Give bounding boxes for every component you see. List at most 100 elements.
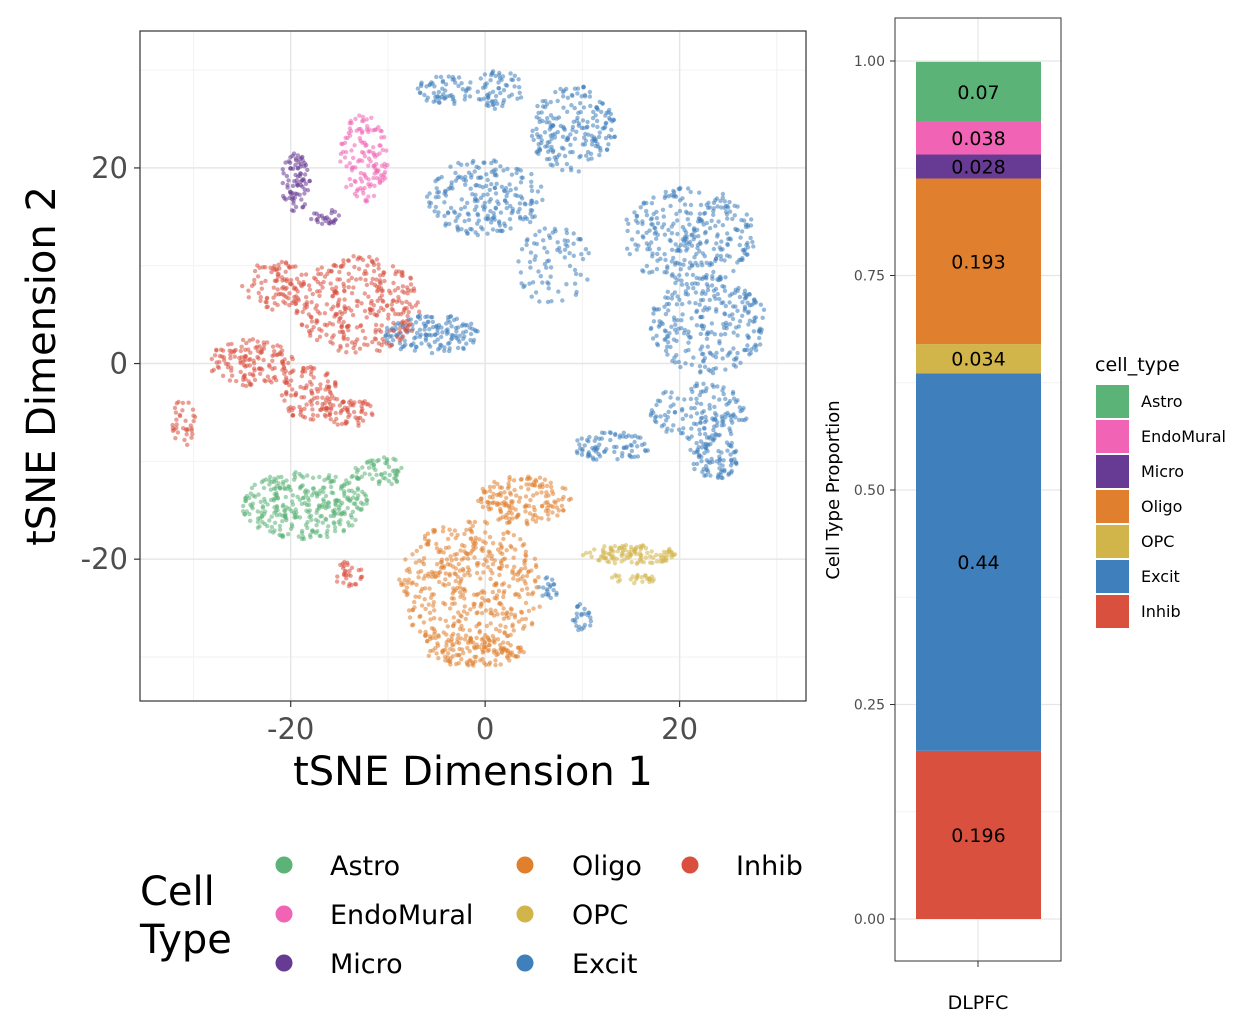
point-excit [464,87,469,93]
point-inhib [358,324,363,329]
point-excit [597,442,602,447]
point-inhib [337,403,342,408]
point-excit [578,109,583,115]
point-excit [671,402,676,407]
point-inhib [283,269,288,274]
point-astro [307,532,313,538]
point-excit [586,439,591,444]
point-excit [721,391,726,397]
point-excit [743,295,748,300]
point-astro [350,473,355,479]
point-excit [722,311,727,316]
point-inhib [311,375,316,380]
point-excit [564,230,570,236]
point-excit [739,229,745,234]
point-micro [288,155,293,160]
point-excit [486,95,491,101]
point-excit [712,436,717,441]
point-inhib [417,309,422,314]
point-excit [686,285,691,290]
point-oligo [432,608,437,613]
point-oligo [531,505,536,510]
point-oligo [475,563,480,568]
point-excit [435,331,440,336]
point-excit [564,282,569,287]
point-oligo [524,520,529,526]
point-excit [715,475,721,480]
point-excit [531,241,537,246]
point-astro [256,492,261,497]
point-inhib [270,358,275,363]
point-excit [679,278,684,283]
point-oligo [445,562,451,567]
point-inhib [246,347,251,352]
point-oligo [459,657,464,662]
point-astro [326,504,331,509]
point-oligo [477,537,482,542]
point-inhib [215,364,221,369]
point-excit [735,204,740,209]
point-excit [629,434,635,439]
point-excit [502,221,507,226]
point-excit [609,127,614,132]
point-oligo [469,530,475,535]
point-excit [482,200,487,206]
point-oligo [467,649,472,654]
point-excit [478,195,484,201]
point-oligo [448,662,453,667]
point-inhib [346,258,351,263]
point-excit [473,192,478,198]
point-excit [390,338,396,343]
point-inhib [368,403,373,409]
point-opc [645,550,650,555]
point-inhib [371,260,376,265]
point-oligo [438,616,443,622]
point-excit [499,184,505,189]
point-oligo [544,483,550,489]
point-excit [707,297,712,303]
point-excit [666,409,671,415]
point-opc [611,549,616,554]
point-excit [694,440,699,446]
point-inhib [252,277,257,283]
point-excit [499,77,504,83]
point-excit [732,213,737,218]
point-excit [580,448,585,453]
point-excit [431,99,436,104]
point-inhib [387,328,392,333]
point-excit [627,453,633,459]
point-excit [663,336,668,342]
point-excit [485,177,490,183]
point-excit [662,232,668,237]
point-astro [386,464,392,470]
point-inhib [331,333,336,338]
point-astro [247,511,252,517]
point-astro [318,488,323,493]
point-inhib [292,294,297,300]
point-excit [688,211,694,216]
point-excit [414,345,419,350]
point-excit [654,333,659,338]
point-oligo [511,533,516,538]
point-oligo [507,477,512,482]
point-oligo [462,531,467,537]
point-oligo [421,576,426,581]
point-excit [666,227,671,233]
point-inhib [256,356,261,361]
point-astro [307,508,312,513]
point-astro [265,523,270,529]
point-excit [585,277,590,282]
point-excit [458,206,464,212]
point-endomural [371,145,376,150]
point-astro [258,516,263,521]
point-excit [529,171,534,177]
point-inhib [265,374,271,379]
point-excit [683,361,688,366]
point-oligo [419,603,425,608]
point-oligo [411,622,416,627]
point-excit [743,222,749,227]
point-astro [344,478,349,483]
point-excit [575,604,580,609]
point-excit [480,185,485,190]
point-astro [314,523,319,528]
